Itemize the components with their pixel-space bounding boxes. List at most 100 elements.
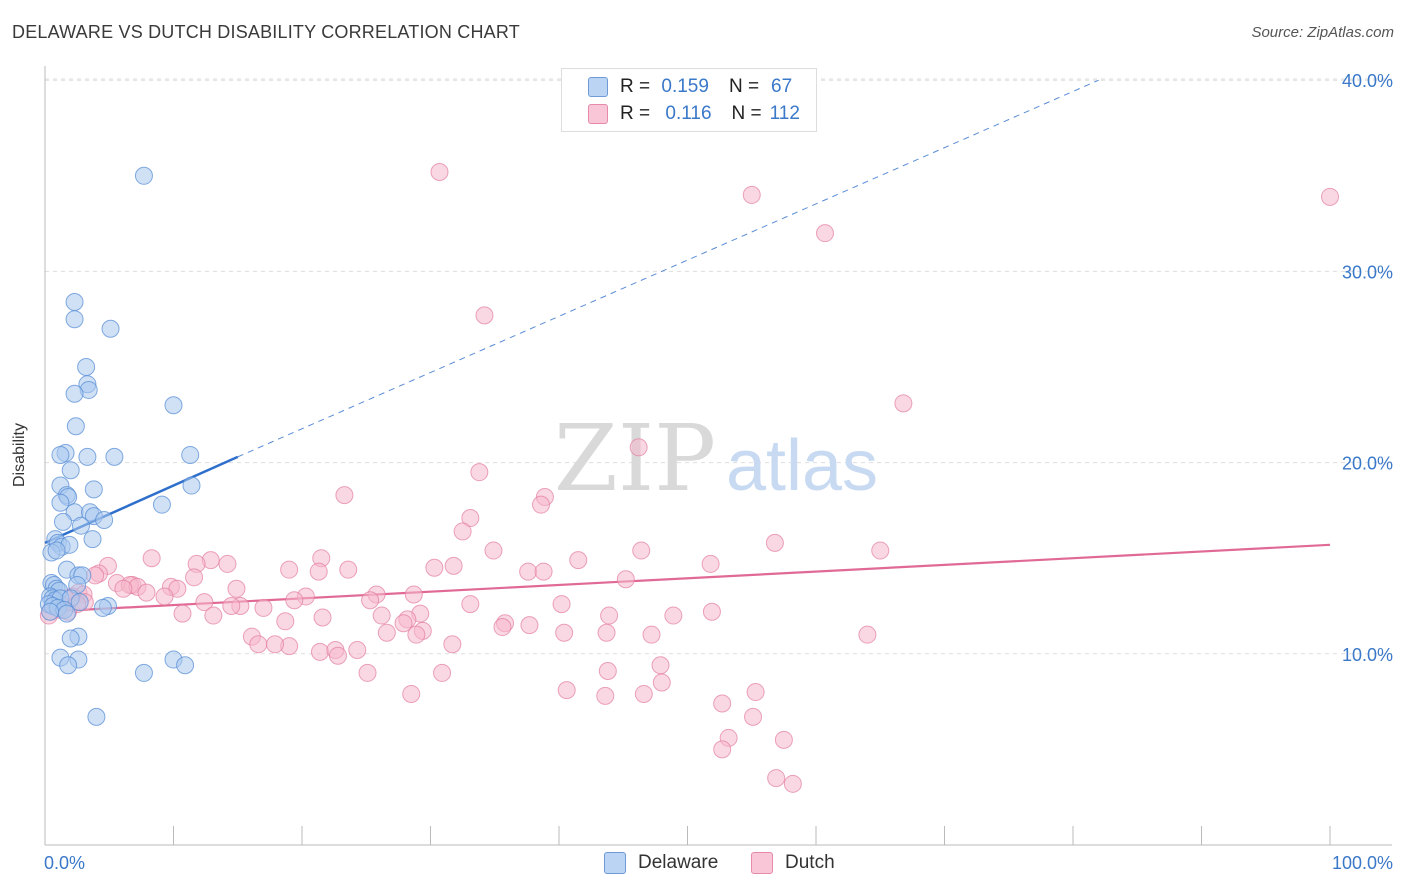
trend-lines (44, 79, 1331, 613)
dutch-point (534, 562, 553, 581)
dutch-point (195, 593, 214, 612)
dutch-point (598, 662, 617, 681)
delaware-point (61, 629, 80, 648)
dutch-point (702, 602, 721, 621)
delaware-point (41, 602, 60, 621)
dutch-point (266, 635, 285, 654)
dutch-point (444, 556, 463, 575)
delaware-point (51, 445, 70, 464)
legend-r-label: R = (620, 76, 651, 97)
y-tick-label: 20.0% (1342, 454, 1393, 474)
delaware-point (181, 445, 200, 464)
dutch-point (339, 560, 358, 579)
watermark-zip: ZIP (554, 405, 716, 512)
dutch-point (651, 656, 670, 675)
dutch-point (377, 623, 396, 642)
dutch-point (552, 595, 571, 614)
bottom-legend-swatch-delaware (604, 852, 626, 874)
dutch-point (285, 591, 304, 610)
delaware-point (101, 319, 120, 338)
delaware-point (83, 530, 102, 549)
delaware-point (87, 707, 106, 726)
delaware-point (95, 510, 114, 529)
dutch-point (1321, 187, 1339, 206)
dutch-point (249, 635, 268, 654)
dutch-point (894, 394, 913, 413)
dutch-point (433, 663, 452, 682)
bottom-legend-swatch-dutch (751, 852, 773, 874)
dutch-point (555, 623, 574, 642)
bottom-legend-label-delaware: Delaware (638, 852, 719, 873)
dutch-point (652, 673, 671, 692)
delaware-point (164, 396, 183, 415)
dutch-point (520, 616, 539, 635)
dutch-point (461, 595, 480, 614)
delaware-point (152, 495, 171, 514)
dutch-point (616, 570, 635, 589)
dutch-point (742, 185, 761, 204)
dutch-point (425, 558, 444, 577)
delaware-point (70, 593, 89, 612)
x-tick-label: 0.0% (44, 853, 85, 873)
dutch-point (475, 306, 494, 325)
dutch-point (532, 495, 551, 514)
bottom-legend-delaware: Delaware (604, 852, 718, 874)
dutch-point (493, 618, 512, 637)
legend-row-delaware: R = 0.159 N = 67 (588, 75, 792, 99)
dutch-point (746, 683, 765, 702)
axes (44, 66, 1392, 846)
dutch-point (569, 551, 588, 570)
delaware-point (182, 476, 201, 495)
dutch-point (600, 606, 619, 625)
dutch-point (484, 541, 503, 560)
dutch-point (596, 686, 615, 705)
delaware-point (51, 493, 70, 512)
delaware-point (66, 417, 85, 436)
delaware-point (65, 384, 84, 403)
dutch-point (430, 162, 449, 181)
legend-n-label: N = (731, 103, 762, 124)
dutch-point (642, 625, 661, 644)
dutch-point (774, 730, 793, 749)
dutch-point (632, 541, 651, 560)
dutch-point (664, 606, 683, 625)
dutch-point (744, 707, 763, 726)
delaware-point (77, 358, 96, 376)
delaware-point (71, 516, 90, 535)
delaware-point (47, 541, 66, 560)
dutch-point (280, 560, 299, 579)
dutch-point (137, 583, 156, 602)
dutch-point (185, 568, 204, 587)
source-label: Source: ZipAtlas.com (1251, 24, 1394, 41)
legend-row-dutch: R = 0.116 N = 112 (588, 102, 800, 126)
dutch-point (142, 549, 161, 568)
y-axis-label: Disability (11, 422, 28, 488)
x-tick-label: 100.0% (1332, 853, 1393, 873)
watermark-atlas: atlas (726, 426, 878, 506)
y-tick-label: 40.0% (1342, 71, 1393, 91)
legend-r-value: 0.159 (661, 76, 709, 97)
dutch-point (276, 612, 295, 631)
dutch-point (348, 640, 367, 659)
legend-swatch-delaware (588, 77, 608, 97)
delaware-points (39, 166, 201, 726)
y-tick-label: 30.0% (1342, 262, 1393, 282)
delaware-point (65, 292, 84, 311)
tick-labels: 10.0% 20.0% 30.0% 40.0% 0.0% 100.0% (44, 71, 1393, 873)
delaware-trend-extension (237, 79, 1099, 458)
delaware-point (105, 447, 124, 466)
dutch-point (114, 579, 133, 598)
dutch-point (254, 598, 273, 617)
dutch-point (767, 769, 786, 788)
legend-n-value: 67 (771, 76, 793, 97)
legend-r-label: R = (620, 103, 651, 124)
delaware-point (78, 447, 97, 466)
dutch-point (155, 587, 174, 606)
dutch-point (871, 541, 890, 560)
dutch-point (358, 663, 377, 682)
delaware-point (84, 480, 103, 499)
delaware-point (65, 310, 84, 329)
dutch-point (783, 774, 802, 793)
dutch-point (713, 740, 732, 759)
